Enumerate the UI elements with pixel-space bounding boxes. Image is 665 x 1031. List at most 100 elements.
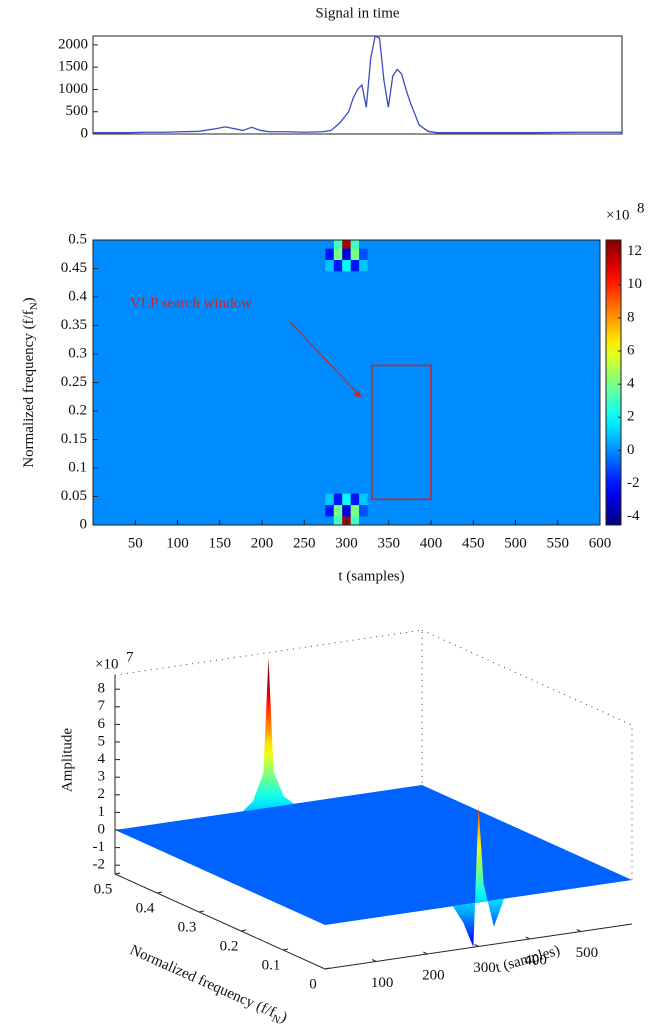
colorbar-tick-label: 6: [627, 342, 635, 358]
x-tick-label: 300: [335, 535, 358, 551]
x-tick-label: 150: [209, 535, 232, 551]
y-tick-label: 0: [81, 125, 89, 141]
x-tick-label: 400: [420, 535, 443, 551]
tick-mark: [198, 910, 205, 913]
heat-cell: [359, 240, 368, 249]
colorbar-tick-label: 10: [627, 276, 642, 292]
y-tick-label: 0.3: [68, 345, 87, 361]
heat-cell: [350, 248, 360, 260]
z-tick-label: 3: [98, 769, 106, 785]
tick-mark: [240, 929, 247, 932]
plot-frame: [92, 35, 623, 135]
annotation-arrow: [289, 321, 363, 399]
colorbar-tick-label: 4: [627, 376, 635, 392]
heat-cell: [325, 505, 334, 517]
tick-mark: [324, 967, 331, 970]
label-sub: N: [28, 302, 40, 310]
scale-exponent: 7: [126, 649, 134, 665]
heat-cell: [350, 516, 360, 525]
heat-cell: [342, 505, 351, 517]
heat-cell: [333, 505, 343, 517]
z-tick-label: 6: [98, 716, 106, 732]
label-text: ): [278, 1010, 289, 1027]
heat-cell: [333, 248, 343, 260]
axis-label: Normalized frequency (f/fN): [21, 297, 39, 467]
colorbar-tick-label: 8: [627, 309, 635, 325]
heat-cell: [359, 516, 368, 525]
heat-cell: [333, 516, 343, 525]
z-tick-label: 5: [98, 733, 106, 749]
heat-cell: [342, 259, 351, 272]
y-tick-label: 0.05: [61, 488, 87, 504]
y-tick-label: 0.2: [68, 402, 87, 418]
y-tick-label: 0.15: [61, 431, 87, 447]
x-tick-label: 600: [589, 535, 612, 551]
tick-mark: [156, 891, 163, 894]
tick-mark: [282, 948, 289, 951]
x-tick-label: 350: [378, 535, 401, 551]
x-tick-label: 500: [504, 535, 527, 551]
x-axis-label: t (samples): [494, 943, 562, 977]
x-tick-label: 200: [251, 535, 274, 551]
heat-cell: [325, 240, 334, 249]
z-tick-label: 8: [98, 681, 106, 697]
y-tick-label: 0: [80, 516, 88, 532]
label-text: ): [21, 297, 37, 302]
arrow-head: [353, 390, 362, 398]
heat-cell: [350, 505, 360, 517]
x-tick-label: 550: [547, 535, 570, 551]
tick-mark: [525, 936, 530, 940]
heat-cell: [359, 493, 368, 506]
heat-cell: [333, 493, 343, 506]
heat-cell: [350, 493, 360, 506]
y-tick-label: 2000: [58, 36, 88, 52]
y-tick-label: 0.1: [262, 957, 281, 973]
heat-cell: [325, 516, 334, 525]
heat-cell: [325, 259, 334, 272]
colorbar-tick-label: 0: [627, 442, 635, 458]
x-tick-label: 450: [462, 535, 485, 551]
y-tick-label: 0.4: [68, 288, 87, 304]
surface-peak: [452, 805, 505, 948]
colorbar-scale: ×10: [606, 207, 629, 223]
colorbar-tick-label: 12: [627, 243, 642, 259]
x-tick-label: 500: [576, 945, 599, 961]
y-tick-label: 0.25: [61, 374, 87, 390]
y-tick-label: 0: [309, 976, 317, 992]
z-tick-label: 2: [98, 786, 106, 802]
z-tick-label: -1: [93, 839, 106, 855]
tick-mark: [474, 944, 479, 947]
tick-mark: [576, 929, 582, 932]
z-tick-label: 0: [98, 821, 106, 837]
heat-cell: [342, 240, 351, 249]
y-tick-label: 0.2: [220, 938, 239, 954]
axis-label: Normalized frequency (f/fN): [126, 943, 289, 1029]
z-axis-label: Amplitude: [59, 728, 75, 793]
heat-cell: [359, 259, 368, 272]
x-tick-label: 100: [166, 535, 189, 551]
signal-line: [93, 35, 622, 134]
x-tick-label: 100: [371, 975, 394, 991]
label-text: Normalized frequency (f/f: [127, 943, 277, 1022]
colorbar-exponent: 8: [637, 200, 645, 216]
heat-cell: [342, 248, 351, 260]
heat-cell: [333, 240, 343, 249]
y-tick-label: 0.45: [61, 260, 87, 276]
y-tick-label: 0.3: [178, 919, 197, 935]
y-tick-label: 0.5: [94, 881, 113, 897]
z-tick-label: -2: [93, 857, 106, 873]
z-tick-label: 1: [98, 804, 106, 820]
y-tick-label: 0.35: [61, 317, 87, 333]
y-tick-label: 500: [66, 103, 89, 119]
scale-base: ×10: [95, 656, 118, 672]
colorbar-tick-label: -2: [627, 475, 640, 491]
y-tick-label: 1000: [58, 81, 88, 97]
surface-plane: [115, 785, 632, 925]
y-tick-label: 1500: [58, 59, 88, 75]
x-tick-label: 250: [293, 535, 316, 551]
label-text: Normalized frequency (f/f: [21, 310, 37, 467]
heat-cell: [342, 493, 351, 506]
colorbar-tick-label: 2: [627, 409, 635, 425]
heat-cell: [333, 259, 343, 272]
